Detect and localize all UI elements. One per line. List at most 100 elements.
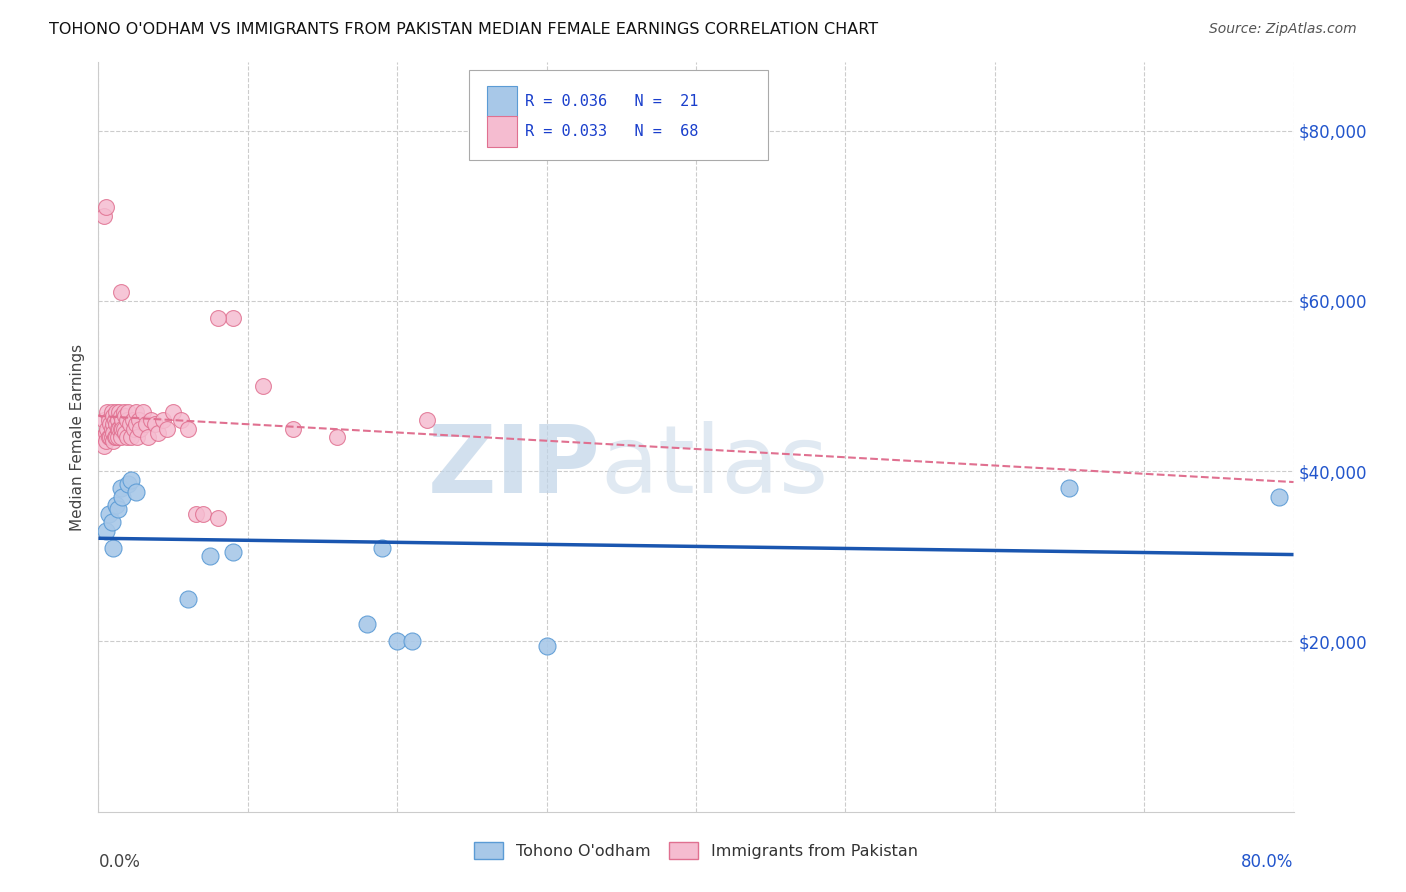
- Point: [222, 310, 245, 325]
- Point: [191, 507, 214, 521]
- Point: [103, 409, 125, 423]
- Point: [536, 639, 558, 653]
- Point: [101, 421, 124, 435]
- Point: [94, 434, 117, 449]
- Point: [222, 545, 245, 559]
- Point: [111, 490, 134, 504]
- Point: [97, 413, 120, 427]
- Point: [127, 430, 149, 444]
- Point: [110, 481, 132, 495]
- Point: [139, 413, 162, 427]
- Point: [105, 404, 128, 418]
- Point: [143, 417, 166, 432]
- Point: [117, 476, 139, 491]
- Point: [125, 417, 148, 432]
- Point: [111, 421, 134, 435]
- Point: [200, 549, 222, 564]
- Legend: Tohono O'odham, Immigrants from Pakistan: Tohono O'odham, Immigrants from Pakistan: [468, 836, 924, 865]
- Point: [97, 507, 120, 521]
- Point: [115, 430, 138, 444]
- Point: [103, 417, 125, 432]
- Point: [118, 417, 141, 432]
- FancyBboxPatch shape: [486, 116, 517, 147]
- Point: [169, 413, 191, 427]
- Text: ZIP: ZIP: [427, 421, 600, 513]
- Point: [117, 404, 139, 418]
- Point: [1059, 481, 1081, 495]
- Point: [114, 425, 136, 440]
- Point: [94, 200, 117, 214]
- Text: atlas: atlas: [600, 421, 828, 513]
- Point: [148, 425, 170, 440]
- FancyBboxPatch shape: [486, 86, 517, 117]
- Point: [93, 413, 115, 427]
- Point: [104, 430, 127, 444]
- Point: [326, 430, 349, 444]
- Point: [184, 507, 207, 521]
- Point: [207, 511, 229, 525]
- Point: [91, 430, 114, 444]
- Point: [207, 310, 229, 325]
- Point: [110, 409, 132, 423]
- Text: 0.0%: 0.0%: [98, 853, 141, 871]
- Point: [356, 617, 378, 632]
- Point: [385, 634, 409, 648]
- Text: Source: ZipAtlas.com: Source: ZipAtlas.com: [1209, 22, 1357, 37]
- Point: [108, 404, 131, 418]
- Point: [120, 473, 142, 487]
- Point: [105, 498, 128, 512]
- Point: [98, 417, 122, 432]
- Point: [111, 413, 134, 427]
- Point: [104, 413, 127, 427]
- Point: [120, 430, 142, 444]
- Point: [401, 634, 423, 648]
- Point: [98, 430, 122, 444]
- Point: [94, 524, 117, 538]
- Point: [110, 285, 132, 300]
- Point: [97, 430, 120, 444]
- Point: [162, 404, 184, 418]
- Point: [136, 430, 159, 444]
- Point: [416, 413, 439, 427]
- Point: [107, 421, 129, 435]
- Text: R = 0.036   N =  21: R = 0.036 N = 21: [524, 94, 699, 109]
- Y-axis label: Median Female Earnings: Median Female Earnings: [70, 343, 86, 531]
- Point: [107, 430, 129, 444]
- Text: R = 0.033   N =  68: R = 0.033 N = 68: [524, 124, 699, 139]
- Point: [252, 379, 274, 393]
- Point: [101, 515, 124, 529]
- Text: 80.0%: 80.0%: [1241, 853, 1294, 871]
- Point: [103, 425, 125, 440]
- Point: [101, 404, 124, 418]
- Point: [108, 421, 131, 435]
- Point: [103, 541, 125, 555]
- Point: [107, 502, 129, 516]
- Point: [96, 404, 118, 418]
- Point: [135, 417, 157, 432]
- Point: [128, 413, 150, 427]
- Point: [1267, 490, 1289, 504]
- Point: [105, 430, 128, 444]
- Point: [371, 541, 394, 555]
- Point: [110, 430, 132, 444]
- Point: [112, 404, 135, 418]
- Point: [156, 421, 179, 435]
- Point: [105, 417, 128, 432]
- Point: [93, 209, 115, 223]
- Point: [94, 425, 117, 440]
- Point: [129, 421, 152, 435]
- Point: [101, 430, 124, 444]
- Point: [103, 434, 125, 449]
- Text: TOHONO O'ODHAM VS IMMIGRANTS FROM PAKISTAN MEDIAN FEMALE EARNINGS CORRELATION CH: TOHONO O'ODHAM VS IMMIGRANTS FROM PAKIST…: [49, 22, 879, 37]
- Point: [121, 413, 143, 427]
- Point: [115, 413, 138, 427]
- Point: [125, 485, 148, 500]
- Point: [107, 413, 129, 427]
- Point: [124, 421, 146, 435]
- Point: [132, 404, 155, 418]
- Point: [93, 439, 115, 453]
- Point: [177, 591, 200, 606]
- Point: [177, 421, 200, 435]
- Point: [110, 421, 132, 435]
- Point: [152, 413, 174, 427]
